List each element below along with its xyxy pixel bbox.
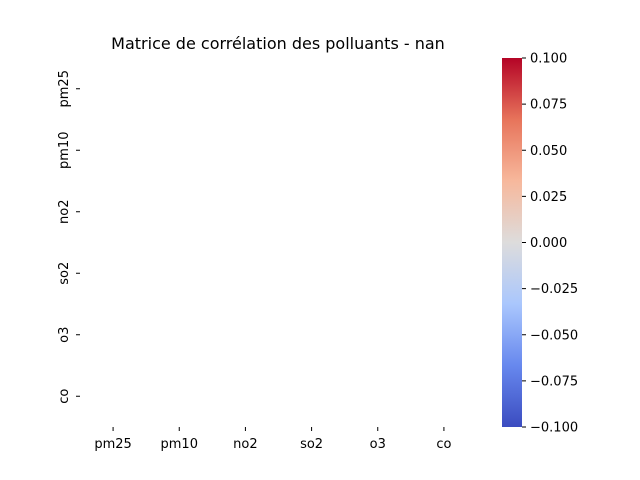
heatmap-cell: [80, 58, 146, 120]
heatmap-cell: [212, 181, 278, 243]
heatmap-cell: [411, 58, 477, 120]
y-tick-label: no2: [57, 200, 72, 224]
heatmap-cell: [279, 366, 345, 428]
colorbar-gradient: [502, 58, 522, 427]
y-tick-label: pm10: [57, 132, 72, 169]
heatmap-cell: [80, 120, 146, 182]
x-tick-label: pm10: [161, 437, 198, 452]
colorbar-tick-label: −0.025: [530, 282, 578, 297]
heatmap-cell: [146, 366, 212, 428]
x-axis: pm25 pm10 no2 so2 o3 co: [94, 427, 452, 452]
x-tick-label: co: [436, 437, 451, 452]
heatmap-cell: [345, 366, 411, 428]
chart-title: Matrice de corrélation des polluants - n…: [111, 34, 445, 53]
heatmap-area: [80, 58, 477, 427]
heatmap-cell: [279, 304, 345, 366]
heatmap-cell: [146, 58, 212, 120]
heatmap-cell: [212, 304, 278, 366]
x-tick-label: pm25: [94, 437, 131, 452]
colorbar-tick-label: 0.025: [530, 190, 567, 205]
colorbar-tick-label: 0.100: [530, 52, 567, 67]
heatmap-cell: [279, 243, 345, 305]
colorbar-tick-label: −0.100: [530, 421, 578, 436]
colorbar-tick-label: −0.075: [530, 374, 578, 389]
heatmap-cell: [411, 181, 477, 243]
heatmap-cell: [80, 304, 146, 366]
heatmap-cell: [345, 58, 411, 120]
heatmap-cell: [212, 120, 278, 182]
heatmap-cell: [146, 243, 212, 305]
y-tick-label: so2: [57, 262, 72, 285]
y-axis: pm25 pm10 no2 so2 o3 co: [57, 70, 80, 404]
y-tick-label: co: [57, 389, 72, 404]
heatmap-cell: [80, 181, 146, 243]
heatmap-cell: [279, 120, 345, 182]
y-tick-label: o3: [57, 327, 72, 343]
heatmap-cell: [345, 181, 411, 243]
colorbar-tick-label: 0.050: [530, 144, 567, 159]
x-tick-label: o3: [370, 437, 386, 452]
heatmap-cell: [411, 366, 477, 428]
heatmap-cell: [146, 304, 212, 366]
heatmap-cell: [80, 243, 146, 305]
heatmap-cell: [212, 366, 278, 428]
heatmap-cell: [279, 181, 345, 243]
heatmap-cell: [411, 304, 477, 366]
heatmap-cell: [345, 120, 411, 182]
x-tick-label: so2: [300, 437, 323, 452]
colorbar-tick-label: 0.000: [530, 236, 567, 251]
heatmap-cell: [411, 120, 477, 182]
heatmap-cell: [345, 304, 411, 366]
y-tick-label: pm25: [57, 70, 72, 107]
colorbar: 0.100 0.075 0.050 0.025 0.000 −0.025 −0.050 −0.…: [502, 52, 578, 436]
colorbar-tick-label: 0.075: [530, 98, 567, 113]
heatmap-cell: [146, 181, 212, 243]
heatmap-cell: [146, 120, 212, 182]
heatmap-cell: [279, 58, 345, 120]
heatmap-cell: [345, 243, 411, 305]
heatmap-cell: [411, 243, 477, 305]
heatmap-cell: [80, 366, 146, 428]
heatmap-cell: [212, 58, 278, 120]
heatmap-cell: [212, 243, 278, 305]
x-tick-label: no2: [233, 437, 257, 452]
colorbar-tick-label: −0.050: [530, 328, 578, 343]
